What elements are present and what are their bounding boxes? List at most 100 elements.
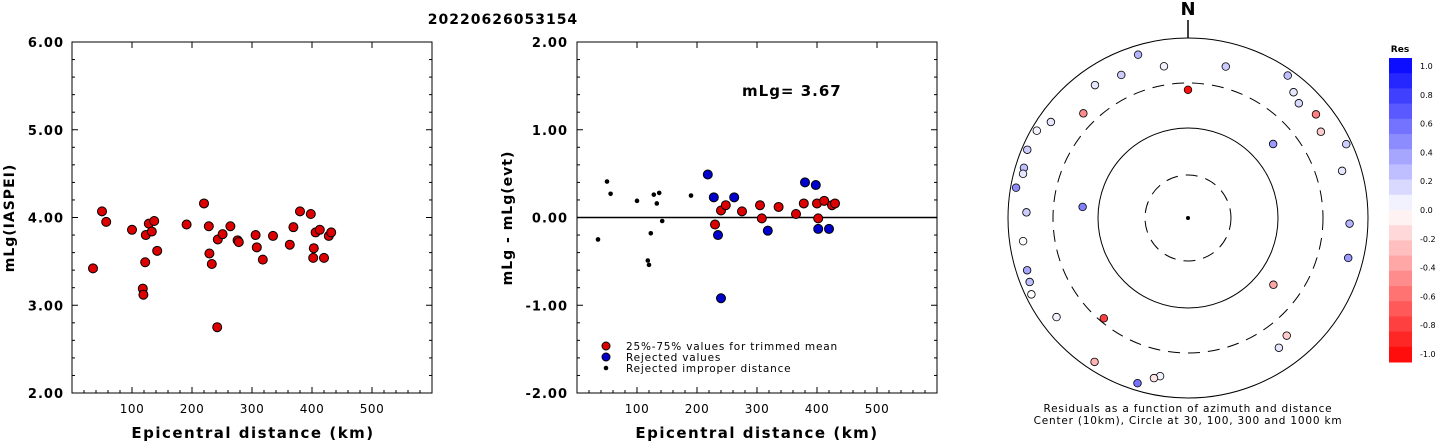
station-marker <box>1289 88 1298 97</box>
data-point <box>708 192 719 203</box>
station-marker <box>1294 99 1304 108</box>
station-marker <box>1099 314 1109 323</box>
colorbar-cell <box>1389 331 1412 348</box>
station-marker <box>1342 140 1351 149</box>
data-point-improper-distance <box>646 262 652 268</box>
station-marker <box>1282 331 1291 340</box>
colorbar-tick-label: -0.8 <box>1420 321 1436 330</box>
data-point <box>199 198 209 209</box>
x-tick-label: 400 <box>300 402 324 416</box>
data-point <box>737 206 747 217</box>
x-tick-label: 200 <box>180 402 204 416</box>
station-marker <box>1345 219 1354 228</box>
y-tick-label: -2.00 <box>526 387 568 402</box>
x-tick-label: 300 <box>745 402 769 416</box>
colorbar-tick-label: -0.2 <box>1420 235 1436 244</box>
legend-label: Rejected improper distance <box>626 363 791 375</box>
y-tick-label: 3.00 <box>28 299 64 314</box>
legend: 25%-75% values for trimmed mean Rejected … <box>601 341 838 375</box>
data-point <box>181 219 192 230</box>
x-tick-label: 300 <box>240 402 264 416</box>
station-marker <box>1032 126 1041 135</box>
colorbar-cell <box>1389 88 1412 105</box>
data-point-improper-distance <box>688 193 694 198</box>
data-point <box>755 200 765 211</box>
station-marker <box>1159 62 1169 71</box>
data-point <box>702 169 713 180</box>
data-point <box>819 195 830 206</box>
x-axis-label: Epicentral distance (km) <box>635 424 878 441</box>
colorbar-cell <box>1389 103 1412 120</box>
colorbar-tick-label: 0.4 <box>1420 148 1433 157</box>
colorbar-cell <box>1389 270 1412 287</box>
colorbar-cell <box>1389 210 1412 226</box>
data-point <box>319 252 329 263</box>
colorbar-cell <box>1389 73 1412 89</box>
station-marker <box>1316 127 1326 136</box>
data-point <box>720 200 731 211</box>
data-point <box>326 227 337 238</box>
data-point <box>233 237 244 248</box>
north-label: N <box>1180 0 1195 20</box>
colorbar-cell <box>1389 316 1412 333</box>
colorbar-cell <box>1389 346 1412 363</box>
station-marker <box>1011 183 1021 192</box>
data-point <box>813 213 824 224</box>
colorbar-cell <box>1389 149 1412 165</box>
station-marker <box>1046 117 1056 127</box>
station-marker <box>1274 343 1284 352</box>
data-point <box>204 248 215 259</box>
data-point <box>830 198 840 209</box>
data-point <box>295 206 305 217</box>
data-point-improper-distance <box>654 201 660 206</box>
data-point <box>810 180 821 191</box>
data-point <box>250 230 261 241</box>
data-point <box>813 223 824 234</box>
data-point <box>97 206 107 217</box>
data-point <box>257 254 268 265</box>
colorbar-cell <box>1389 134 1412 150</box>
colorbar-tick-label: -0.4 <box>1420 264 1436 273</box>
y-tick-label: -1.00 <box>526 299 568 314</box>
data-point <box>149 216 160 227</box>
plot-frame <box>71 41 433 394</box>
x-tick-label: 500 <box>865 402 889 416</box>
colorbar-cell <box>1389 225 1412 241</box>
station-marker <box>1078 202 1087 212</box>
legend-marker <box>601 352 611 362</box>
data-point <box>140 257 151 268</box>
data-point <box>756 213 767 224</box>
data-point-improper-distance <box>634 198 640 204</box>
colorbar-tick-label: 0.8 <box>1420 91 1433 100</box>
station-marker <box>1268 139 1278 149</box>
y-tick-label: 4.00 <box>28 212 64 227</box>
colorbar-cell <box>1389 58 1412 74</box>
data-point <box>800 177 810 188</box>
colorbar-tick-label: 1.0 <box>1420 62 1433 71</box>
magnitude-vs-distance-chart: 100 200 300 400 500 2.00 3.00 4.00 5.00 6.00 Epic… <box>2 36 433 441</box>
legend-marker <box>601 341 611 351</box>
data-point <box>773 201 784 212</box>
station-marker <box>1344 253 1353 263</box>
x-tick-label: 200 <box>685 402 709 416</box>
data-point <box>288 222 299 233</box>
station-marker <box>1022 266 1032 275</box>
y-axis-label: mLg - mLg(evt) <box>500 151 516 286</box>
colorbar-tick-label: 0.6 <box>1420 120 1433 129</box>
station-marker <box>1027 290 1036 299</box>
colorbar-tick-label: -1.0 <box>1420 350 1436 359</box>
data-point-improper-distance <box>608 191 613 197</box>
colorbar-cell <box>1389 194 1412 211</box>
legend-label: 25%-75% values for trimmed mean <box>626 341 838 353</box>
station-marker <box>1018 236 1028 246</box>
x-tick-label: 100 <box>120 402 144 416</box>
colorbar-tick-label: -0.6 <box>1420 292 1436 301</box>
data-point <box>713 230 723 241</box>
data-point-improper-distance <box>648 230 654 236</box>
y-tick-label: 2.00 <box>532 36 568 51</box>
data-point-improper-distance <box>651 192 657 197</box>
data-point <box>101 216 112 227</box>
azimuth-residual-map: N Residuals as a function of azimuth and… <box>1007 0 1369 427</box>
epicenter-marker <box>1186 216 1190 220</box>
y-tick-label: 1.00 <box>532 124 568 139</box>
